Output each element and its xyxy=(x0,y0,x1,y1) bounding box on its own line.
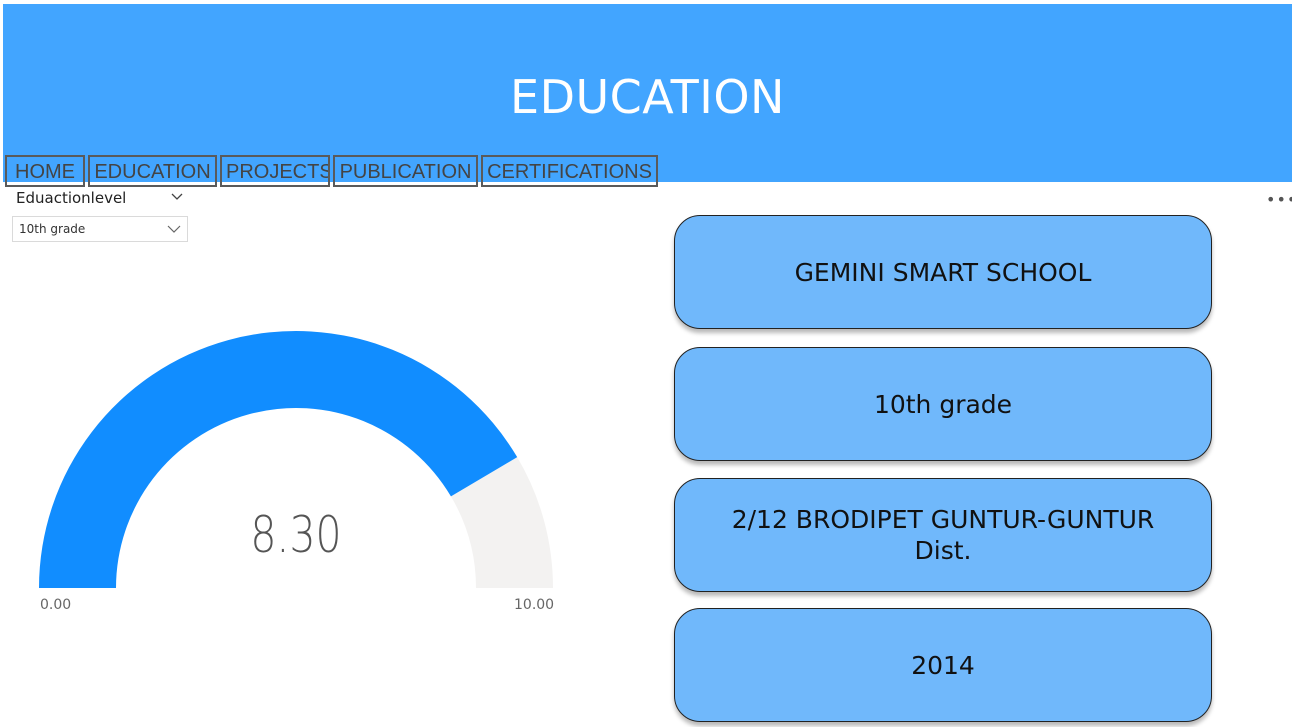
nav-publication-button[interactable]: PUBLICATION xyxy=(333,155,478,187)
card-year[interactable]: 2014 xyxy=(674,608,1212,722)
more-options-icon[interactable]: ••• xyxy=(1266,190,1292,209)
card-school[interactable]: GEMINI SMART SCHOOL xyxy=(674,215,1212,329)
nav-home-button[interactable]: HOME xyxy=(5,155,85,187)
page-header: EDUCATION HOME EDUCATION PROJECTS PUBLIC… xyxy=(3,4,1292,187)
gauge-fill xyxy=(39,331,518,588)
gauge-chart xyxy=(39,331,553,588)
gauge-value: 8.30 xyxy=(250,506,342,564)
nav-education-button[interactable]: EDUCATION xyxy=(88,155,217,187)
slicer-title: Eduactionlevel xyxy=(16,189,127,207)
nav-certifications-button[interactable]: CERTIFICATIONS xyxy=(481,155,658,187)
top-strip xyxy=(0,0,1292,4)
chevron-down-icon[interactable] xyxy=(170,190,184,204)
chevron-down-icon xyxy=(167,225,181,233)
nav-bar: HOME EDUCATION PROJECTS PUBLICATION CERT… xyxy=(5,155,658,187)
nav-projects-button[interactable]: PROJECTS xyxy=(220,155,330,187)
card-address[interactable]: 2/12 BRODIPET GUNTUR-GUNTUR Dist. xyxy=(674,478,1212,592)
page-title: EDUCATION xyxy=(510,70,785,124)
card-grade[interactable]: 10th grade xyxy=(674,347,1212,461)
gauge-max-label: 10.00 xyxy=(514,597,555,613)
gauge-min-label: 0.00 xyxy=(40,597,72,613)
slicer-selected-value: 10th grade xyxy=(19,222,86,236)
slicer-dropdown[interactable]: 10th grade xyxy=(12,216,188,242)
gauge-track xyxy=(450,457,553,588)
